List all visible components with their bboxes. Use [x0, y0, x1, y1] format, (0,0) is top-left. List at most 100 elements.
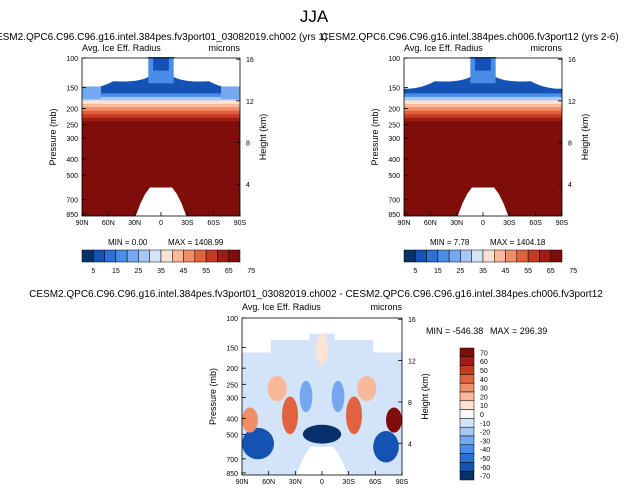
colorbar-swatch: [403, 249, 416, 263]
lat-tick-label: 90N: [398, 220, 411, 227]
lat-tick-label: 30N: [450, 220, 463, 227]
colorbar-label: 25: [135, 268, 143, 275]
panel-2: CESM2.QPC6.C96.C96.g16.intel.384pes.ch00…: [321, 32, 618, 275]
colorbar-label: 70: [480, 350, 488, 357]
colorbar-label: 50: [480, 368, 488, 375]
colorbar-swatch: [459, 453, 475, 463]
colorbar-swatch: [516, 249, 529, 263]
height-tick-label: 12: [568, 99, 576, 106]
colorbar-swatch: [205, 249, 218, 263]
contour-region: [242, 427, 274, 460]
colorbar-swatch: [93, 249, 105, 263]
colorbar-swatch: [183, 249, 196, 263]
colorbar-swatch: [138, 249, 150, 263]
colorbar-swatch: [149, 249, 162, 263]
panel-3-title: CESM2.QPC6.C96.C96.g16.intel.384pes.fv3p…: [29, 289, 603, 300]
pressure-tick-label: 500: [66, 173, 78, 180]
pressure-tick-label: 400: [226, 416, 238, 423]
contour-region: [475, 58, 491, 71]
colorbar-label: 20: [480, 394, 488, 401]
lat-tick-label: 60S: [529, 220, 542, 227]
panel-1-units: microns: [208, 43, 240, 53]
pressure-tick-label: 100: [388, 56, 400, 63]
pressure-tick-label: 850: [66, 212, 78, 219]
lat-tick-label: 30S: [503, 220, 516, 227]
contour-region: [302, 424, 342, 444]
y-axis-label: Pressure (mb): [370, 108, 380, 165]
colorbar-label: -60: [480, 465, 490, 472]
pressure-tick-label: 500: [226, 432, 238, 439]
height-tick-label: 8: [568, 140, 572, 147]
colorbar-swatch: [459, 435, 475, 446]
contour-region: [242, 407, 258, 433]
panel-1-max: MAX = 1408.99: [168, 238, 224, 247]
colorbar-label: 30: [480, 386, 488, 393]
colorbar-swatch: [104, 249, 117, 263]
missing-region: [173, 58, 240, 84]
pressure-tick-label: 400: [66, 157, 78, 164]
colorbar-swatch: [459, 382, 475, 393]
contour-fill: [82, 57, 240, 216]
contour-fill: [404, 57, 562, 216]
lat-tick-label: 60S: [207, 220, 220, 227]
panel-2-min: MIN = 7.78: [430, 238, 470, 247]
colorbar-label: 0: [480, 412, 484, 419]
colorbar-label: 65: [547, 268, 555, 275]
panel-1-min: MIN = 0.00: [108, 238, 148, 247]
lat-tick-label: 30N: [289, 479, 302, 486]
contour-region: [282, 396, 298, 435]
pressure-tick-label: 200: [388, 106, 400, 113]
panel-1: CESM2.QPC6.C96.C96.g16.intel.384pes.fv3p…: [0, 32, 327, 275]
pressure-tick-label: 150: [388, 86, 400, 93]
contour-region: [221, 86, 240, 100]
colorbar-swatch: [482, 249, 495, 263]
colorbar-swatch: [115, 249, 128, 263]
colorbar-swatch: [437, 249, 450, 263]
missing-region: [82, 58, 149, 84]
colorbar-swatch: [550, 249, 563, 263]
colorbar-label: -10: [480, 421, 490, 428]
contour-region: [346, 396, 362, 435]
panel-3-min: MIN = -546.38: [426, 326, 483, 336]
colorbar-swatch: [459, 347, 475, 358]
colorbar-swatch: [126, 249, 139, 263]
missing-region: [495, 58, 562, 84]
contour-region: [315, 333, 329, 366]
pressure-tick-label: 850: [226, 471, 238, 478]
colorbar-swatch: [172, 249, 184, 263]
height-tick-label: 12: [408, 359, 416, 366]
lat-tick-label: 0: [481, 220, 485, 227]
topography-mask: [457, 187, 509, 216]
colorbar-swatch: [459, 391, 475, 402]
colorbar-swatch: [459, 426, 475, 437]
colorbar-swatch: [459, 418, 475, 428]
pressure-tick-label: 300: [388, 136, 400, 143]
lat-tick-label: 0: [159, 220, 163, 227]
colorbar-swatch: [459, 470, 475, 481]
contour-region: [386, 407, 402, 433]
pressure-tick-label: 250: [226, 382, 238, 389]
panel-1-var-label: Avg. Ice Eff. Radius: [82, 43, 161, 53]
pressure-tick-label: 700: [226, 457, 238, 464]
lat-tick-label: 90S: [234, 220, 247, 227]
contour-region: [373, 431, 399, 463]
height-tick-label: 16: [246, 57, 254, 64]
panel-2-title: CESM2.QPC6.C96.C96.g16.intel.384pes.ch00…: [321, 32, 618, 43]
contour-region: [267, 376, 287, 402]
pressure-tick-label: 700: [66, 198, 78, 205]
contour-region: [153, 58, 169, 71]
panel-2-var-label: Avg. Ice Eff. Radius: [404, 43, 483, 53]
height-tick-label: 8: [246, 140, 250, 147]
topography-mask: [135, 187, 187, 216]
colorbar-swatch: [459, 356, 475, 366]
contour-region: [357, 376, 377, 402]
colorbar-label: 75: [569, 268, 577, 275]
panel-1-title: CESM2.QPC6.C96.C96.g16.intel.384pes.fv3p…: [0, 32, 327, 43]
panel-2-units: microns: [530, 43, 562, 53]
colorbar-swatch: [459, 444, 475, 454]
height-tick-label: 8: [408, 400, 412, 407]
missing-region: [242, 318, 310, 353]
colorbar-label: -20: [480, 430, 490, 437]
pressure-tick-label: 200: [66, 106, 78, 113]
